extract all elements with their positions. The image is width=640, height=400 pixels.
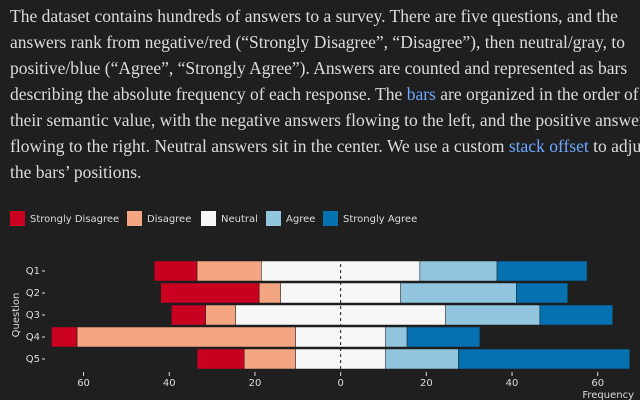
legend-swatch [323,211,338,226]
bar-segment [539,304,613,326]
legend-label: Strongly Disagree [30,214,119,225]
legend-label: Strongly Agree [343,214,417,225]
x-tick-label: 20 [420,378,433,389]
description: The dataset contains hundreds of answers… [10,3,640,185]
text-run: The dataset contains hundreds of answers… [10,6,628,104]
bar-segment [196,348,245,370]
bar-segment [76,326,296,348]
bar-segment [458,348,631,370]
legend-swatch [201,211,216,226]
bar-segment [160,282,260,304]
bar-segment [406,326,481,348]
bar-segment [205,304,236,326]
x-tick-label: 20 [249,378,262,389]
bar-segment [154,260,198,282]
text-run: to adjust the bars’ positions. [10,136,640,182]
bar-segment [400,282,517,304]
link[interactable]: stack offset [508,136,589,156]
bar-segment [516,282,568,304]
legend-label: Agree [286,214,315,225]
bar-segment [51,326,78,348]
link[interactable]: bars [406,84,436,104]
bar-segment [385,348,459,370]
y-tick-label: Q1 [26,266,40,277]
bar-segment [196,260,262,282]
x-tick-label: 0 [337,378,343,389]
legend-swatch [10,211,25,226]
bar-segment [419,260,498,282]
bar-segment [385,326,408,348]
legend-label: Disagree [147,214,191,225]
prose-clip: The dataset contains hundreds of answers… [10,3,640,185]
y-tick-label: Q5 [26,354,40,365]
legend-label: Neutral [221,214,258,225]
y-tick-label: Q2 [26,288,40,299]
bar-segment [258,282,281,304]
bar-segment [243,348,296,370]
text-run: are organized in the order of their sema… [10,84,640,156]
x-tick-label: 40 [506,378,519,389]
bar-segment [171,304,206,326]
bar-segment [496,260,588,282]
bar-segment [445,304,541,326]
x-tick-label: 60 [77,378,90,389]
x-tick-label: 60 [591,378,604,389]
y-tick-label: Q3 [26,310,40,321]
x-tick-label: 40 [163,378,176,389]
legend-swatch [266,211,281,226]
legend-swatch [127,211,142,226]
y-axis-label: Question [11,293,22,338]
x-axis-label: Frequency [582,390,634,400]
y-tick-label: Q4 [26,332,40,343]
